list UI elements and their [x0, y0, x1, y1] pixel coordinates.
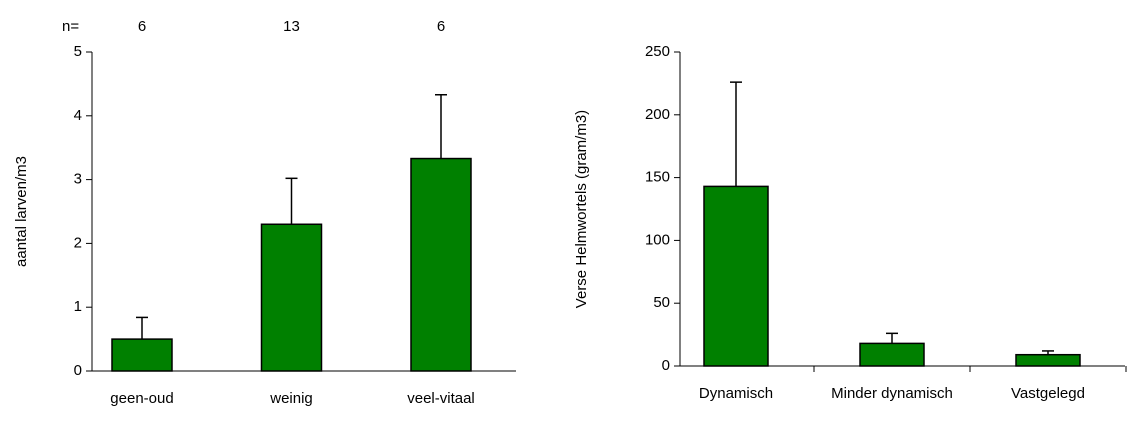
x-tick-label: veel-vitaal — [407, 390, 475, 407]
y-tick-label: 100 — [645, 231, 670, 248]
y-tick-label: 5 — [74, 43, 82, 60]
y-axis-label: Verse Helmwortels (gram/m3) — [573, 110, 590, 308]
bar — [260, 223, 323, 372]
y-tick-label: 150 — [645, 169, 670, 186]
x-tick-label: weinig — [269, 390, 313, 407]
bar — [703, 185, 769, 367]
y-tick-label: 200 — [645, 106, 670, 123]
y-tick-label: 4 — [74, 107, 82, 124]
y-tick-label: 1 — [74, 298, 82, 315]
y-tick-label: 250 — [645, 43, 670, 60]
bar — [1015, 353, 1081, 367]
y-tick-label: 3 — [74, 171, 82, 188]
n-value: 6 — [138, 18, 146, 35]
y-tick-label: 0 — [662, 357, 670, 374]
x-tick-label: geen-oud — [110, 390, 173, 407]
x-tick-label: Vastgelegd — [1011, 385, 1085, 402]
x-tick-label: Minder dynamisch — [831, 385, 953, 402]
n-value: 6 — [437, 18, 445, 35]
bar — [859, 342, 925, 367]
y-tick-label: 0 — [74, 362, 82, 379]
y-axis-label: aantal larven/m3 — [13, 156, 30, 267]
x-tick-label: Dynamisch — [699, 385, 773, 402]
y-tick-label: 50 — [653, 294, 670, 311]
n-label: n= — [62, 18, 79, 35]
bar — [111, 338, 173, 372]
y-tick-label: 2 — [74, 234, 82, 251]
bar — [410, 157, 472, 372]
n-value: 13 — [283, 18, 300, 35]
